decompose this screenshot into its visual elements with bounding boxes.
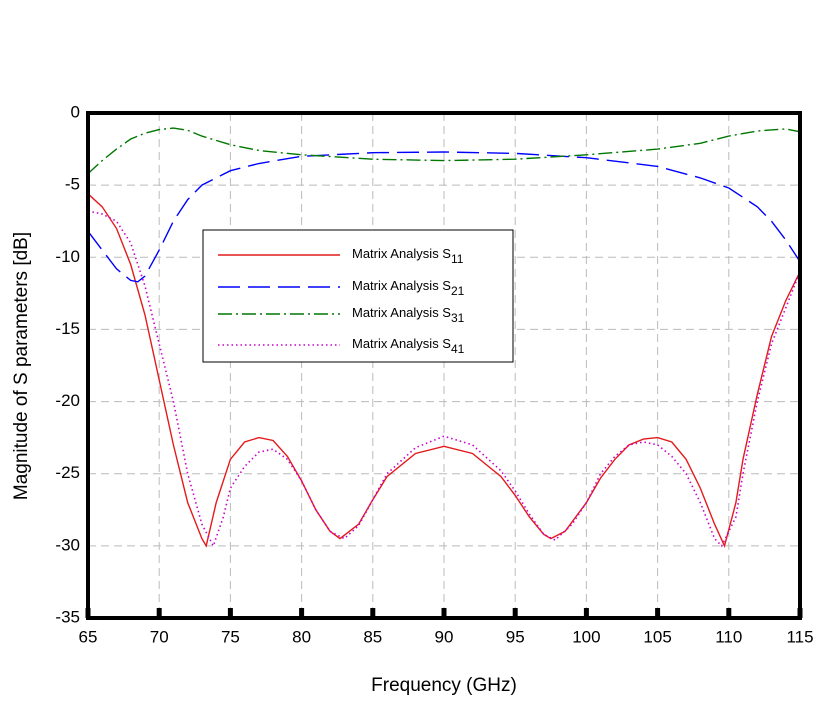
y-tick-label: -35 — [55, 607, 80, 626]
x-axis-label: Frequency (GHz) — [371, 675, 517, 696]
x-tick-label: 85 — [363, 627, 382, 646]
series-line — [87, 151, 801, 283]
series-line — [87, 210, 801, 548]
y-tick-label: 0 — [71, 102, 80, 121]
y-tick-label: -10 — [55, 247, 80, 266]
x-tick-label: 115 — [786, 627, 813, 646]
y-tick-label: -15 — [55, 319, 80, 338]
x-tick-label: 80 — [292, 627, 311, 646]
x-tick-label: 95 — [506, 627, 525, 646]
x-tick-label: 90 — [435, 627, 454, 646]
x-tick-label: 70 — [150, 627, 169, 646]
x-tick-label: 110 — [715, 627, 742, 646]
series-line — [87, 193, 801, 548]
legend-label: Matrix Analysis S21 — [352, 278, 465, 298]
legend-box — [202, 229, 514, 363]
y-axis-label: Magnitude of S parameters [dB] — [11, 232, 32, 500]
x-tick-label: 105 — [643, 627, 671, 646]
y-tick-label: -20 — [55, 391, 80, 410]
y-tick-label: -30 — [55, 535, 80, 554]
legend-label: Matrix Analysis S11 — [352, 246, 464, 266]
x-tick-label: 75 — [221, 627, 240, 646]
y-tick-label: -5 — [65, 175, 80, 194]
legend-label: Matrix Analysis S31 — [352, 305, 465, 325]
legend-label: Matrix Analysis S41 — [352, 336, 465, 356]
x-tick-label: 65 — [79, 627, 98, 646]
x-tick-label: 100 — [572, 627, 600, 646]
plot-frame — [86, 111, 802, 620]
y-tick-label: -25 — [55, 463, 80, 482]
